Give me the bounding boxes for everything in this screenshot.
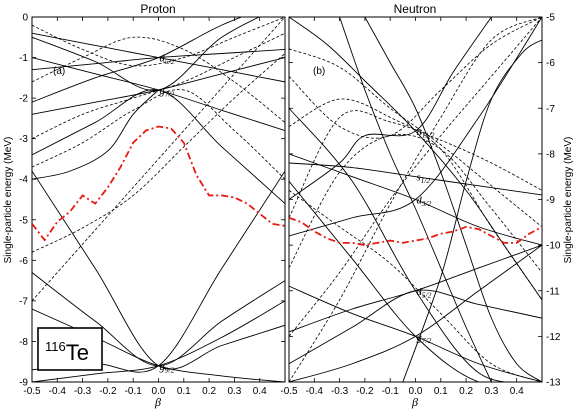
neutron-level-solid [289, 162, 542, 196]
neutron-level-solid [402, 39, 542, 382]
svg-text:116Te: 116Te [45, 339, 89, 365]
neutron-x-tick-label: 0.2 [459, 386, 473, 397]
nucleus-symbol: Te [66, 340, 89, 365]
neutron-y-tick-label: -8 [546, 149, 555, 160]
neutron-orbital-label: d5/2 [417, 287, 432, 300]
neutron-x-axis-label: β [411, 395, 418, 409]
proton-level-dashed [32, 36, 285, 123]
neutron-x-tick-label: -0.5 [280, 386, 298, 397]
neutron-panel-label: (b) [313, 66, 325, 77]
proton-x-axis-label: β [154, 395, 161, 409]
proton-y-tick-label: -2 [19, 94, 28, 105]
neutron-x-tick-label: -0.2 [356, 386, 374, 397]
neutron-level-solid [364, 17, 542, 382]
neutron-x-tick-label: -0.3 [331, 386, 349, 397]
nucleus-label-box: 116Te [37, 327, 103, 371]
neutron-y-tick-label: -11 [546, 286, 560, 297]
neutron-y-tick-label: -12 [546, 332, 561, 343]
neutron-level-solid [339, 17, 492, 382]
neutron-level-solid [289, 244, 542, 382]
proton-panel-label: (a) [53, 66, 65, 77]
proton-x-tick-label: -0.3 [74, 386, 92, 397]
proton-y-tick-label: -6 [19, 256, 28, 267]
proton-y-tick-label: -7 [19, 296, 28, 307]
neutron-orbital-label: s1/2 [417, 173, 431, 186]
neutron-level-dashed [289, 17, 542, 139]
neutron-level-dashed [289, 110, 542, 218]
proton-y-tick-label: 0 [22, 13, 28, 24]
proton-x-tick-label: -0.1 [125, 386, 143, 397]
proton-y-tick-label: -8 [19, 337, 28, 348]
neutron-y-tick-label: -10 [546, 241, 561, 252]
proton-orbital-label: d5/2 [160, 54, 175, 67]
proton-y-tick-label: -5 [19, 215, 28, 226]
neutron-x-tick-label: -0.1 [382, 386, 400, 397]
proton-panel-title: Proton [140, 2, 175, 16]
neutron-orbital-label: g7/2 [417, 332, 432, 345]
neutron-level-solid [289, 289, 542, 365]
proton-level-solid [32, 17, 243, 103]
proton-level-solid [32, 300, 285, 382]
neutron-x-tick-label: -0.4 [306, 386, 324, 397]
proton-orbital-label: g7/2 [160, 86, 175, 99]
proton-level-solid [32, 170, 285, 370]
neutron-y-tick-label: -6 [546, 58, 555, 69]
neutron-y-tick-label: -7 [546, 104, 555, 115]
proton-level-dashed [32, 32, 285, 140]
proton-x-tick-label: -0.4 [49, 386, 67, 397]
proton-x-tick-label: 0.3 [227, 386, 241, 397]
neutron-level-dashed [289, 190, 542, 382]
proton-level-dashed [32, 53, 285, 253]
proton-y-tick-label: -9 [19, 378, 28, 389]
proton-y-axis-label: Single-particle energy (MeV) [3, 137, 14, 264]
proton-orbital-label: g9/2 [160, 362, 175, 375]
proton-level-dashed [32, 89, 285, 180]
proton-x-tick-label: -0.2 [99, 386, 117, 397]
proton-x-tick-label: 0.0 [152, 386, 166, 397]
proton-level-dashed [32, 17, 285, 302]
neutron-orbital-label: d3/2 [417, 196, 432, 209]
proton-x-tick-label: 0.2 [202, 386, 216, 397]
neutron-y-tick-label: -5 [546, 13, 555, 24]
neutron-level-solid [289, 17, 542, 301]
neutron-x-tick-label: 0.1 [434, 386, 448, 397]
proton-x-tick-label: -0.5 [23, 386, 41, 397]
neutron-level-solid [289, 180, 542, 382]
neutron-x-tick-label: 0.3 [484, 386, 498, 397]
neutron-y-tick-label: -13 [546, 378, 561, 389]
neutron-y-axis-label: Single-particle energy (MeV) [563, 137, 574, 264]
neutron-fermi-level-line [289, 216, 542, 247]
neutron-level-dashed [289, 17, 542, 382]
proton-x-tick-label: 0.4 [253, 386, 267, 397]
proton-y-tick-label: -4 [19, 175, 28, 186]
proton-level-solid [32, 17, 260, 91]
proton-level-solid [32, 48, 285, 71]
neutron-level-dashed [289, 134, 542, 273]
neutron-y-tick-label: -9 [546, 195, 555, 206]
neutron-level-dashed [289, 48, 542, 228]
neutron-x-tick-label: 0.0 [409, 386, 423, 397]
neutron-x-tick-label: 0.4 [510, 386, 524, 397]
proton-fermi-level-line [32, 125, 285, 242]
neutron-level-solid [289, 17, 542, 237]
proton-level-dashed [32, 17, 285, 67]
proton-y-tick-label: -1 [19, 53, 28, 64]
nucleus-mass-number: 116 [45, 339, 66, 354]
neutron-level-solid [289, 285, 542, 382]
proton-x-tick-label: 0.1 [177, 386, 191, 397]
neutron-level-solid [289, 17, 492, 200]
neutron-orbital-label: h11/2 [417, 127, 435, 140]
proton-y-tick-label: -3 [19, 134, 28, 145]
neutron-panel-title: Neutron [394, 2, 437, 16]
